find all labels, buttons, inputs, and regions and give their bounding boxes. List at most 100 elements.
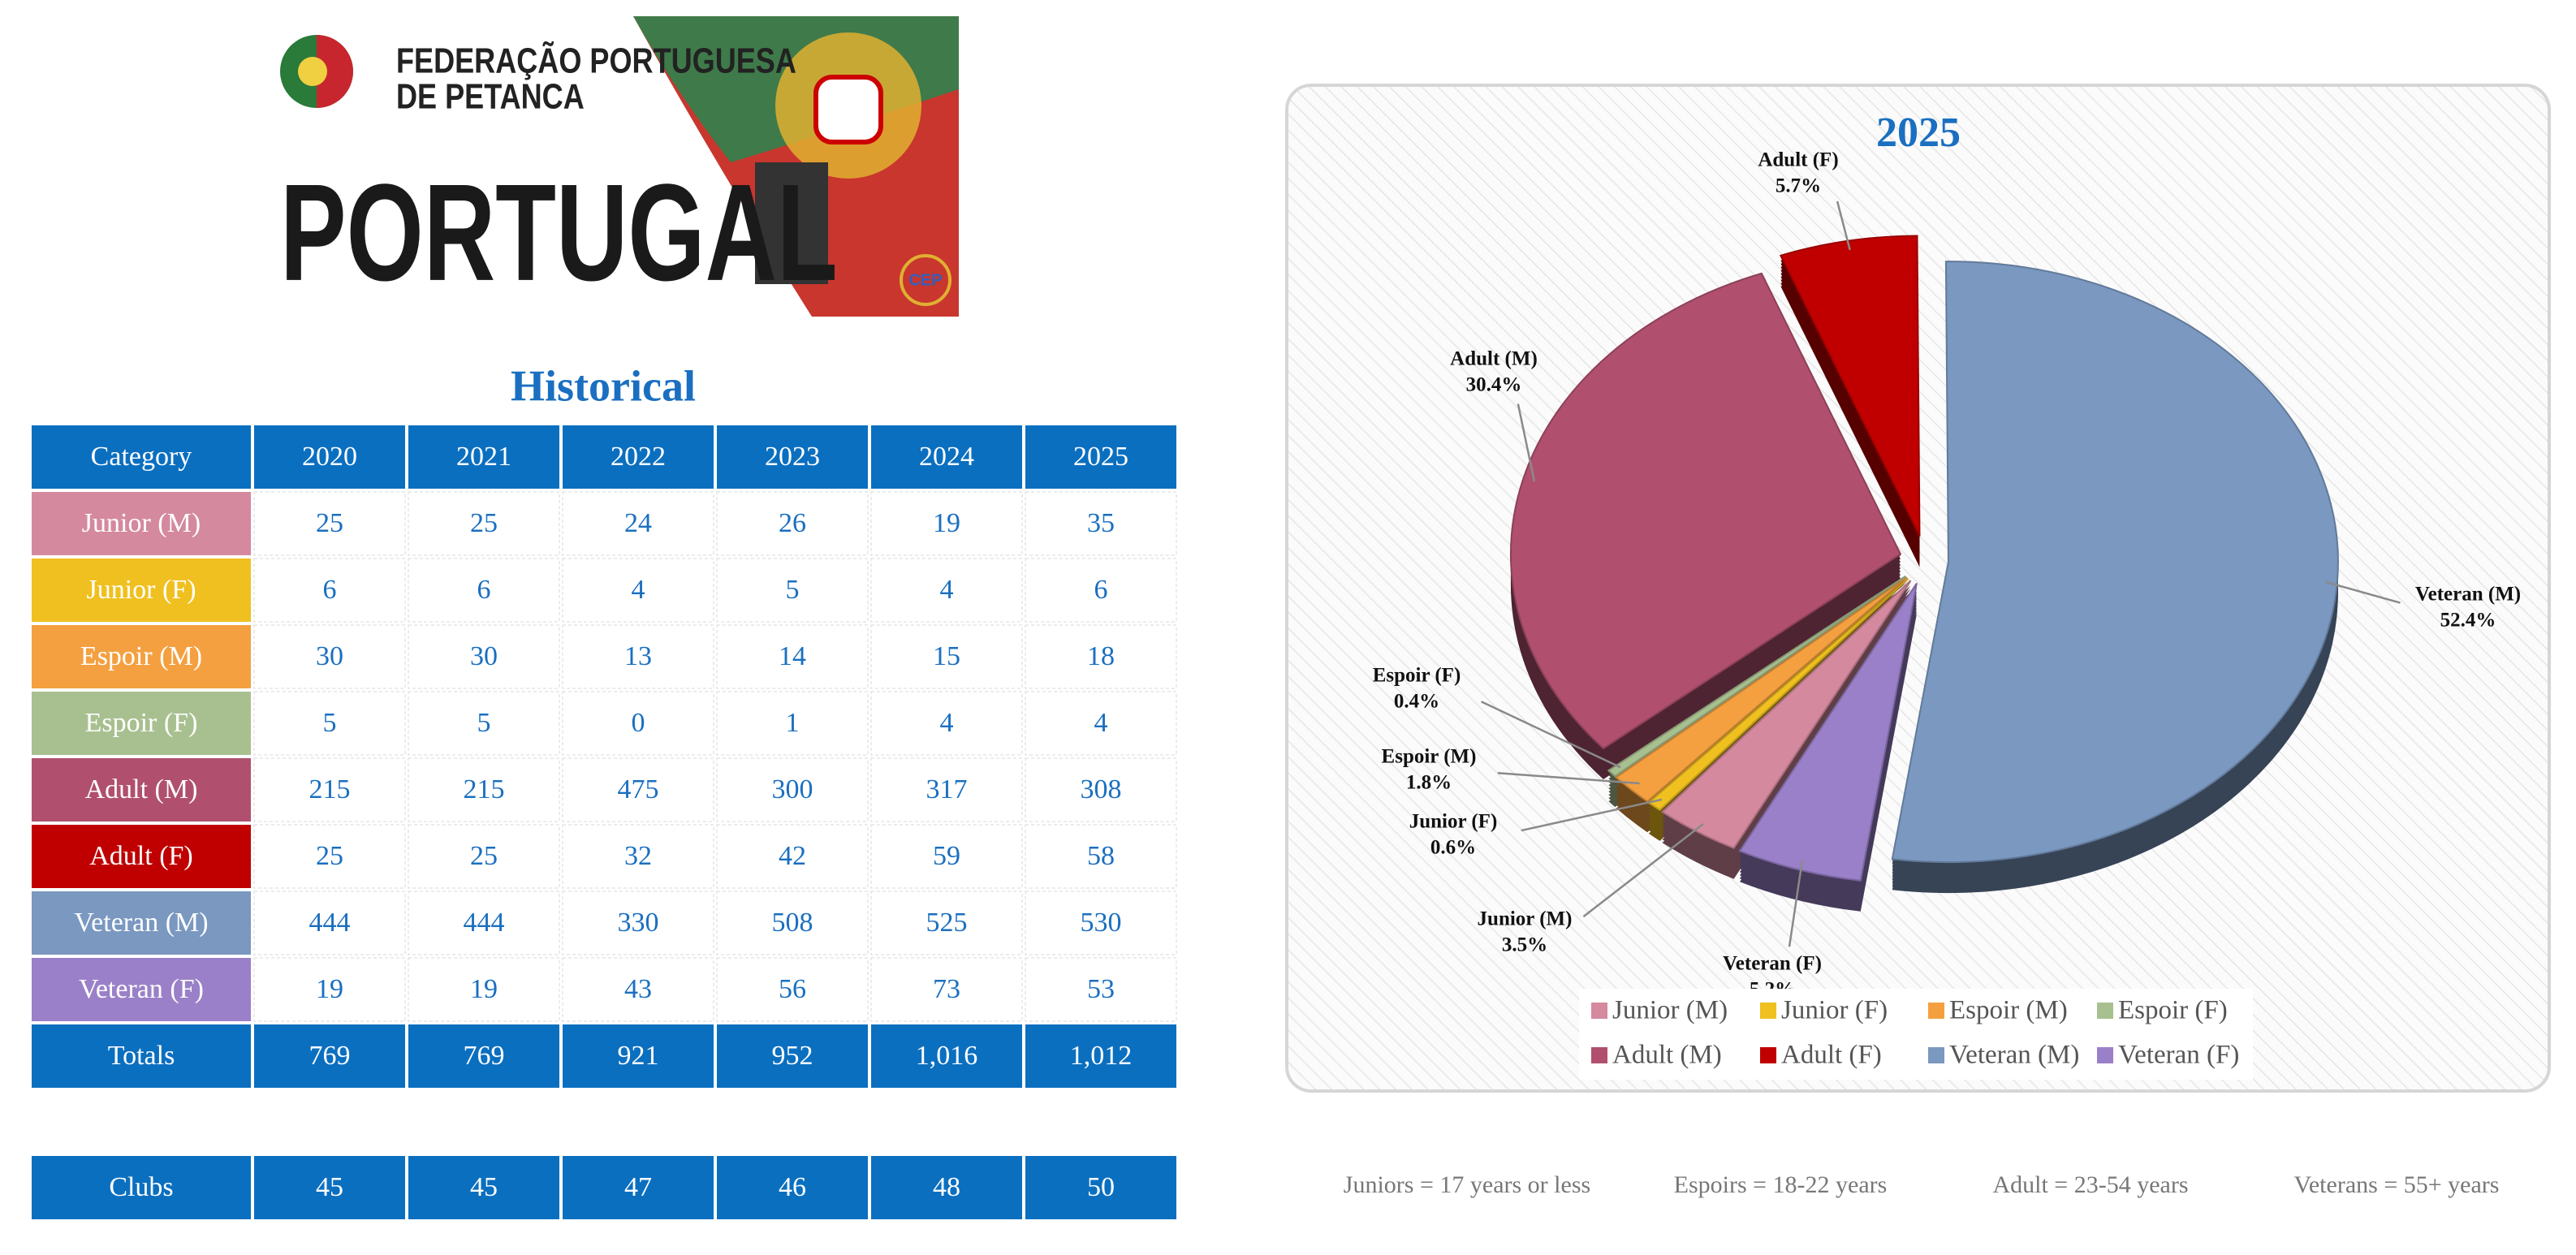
table-cell — [563, 1156, 714, 1219]
table-cell-text: 18 — [1087, 641, 1115, 671]
table-cell-text: 50 — [1087, 1172, 1115, 1202]
table-cell-text: Clubs — [109, 1172, 173, 1202]
table-cell — [870, 491, 1023, 556]
leader-line — [1517, 403, 1536, 482]
table-cell-text: 952 — [772, 1041, 813, 1071]
table-cell — [1025, 624, 1177, 689]
legend-label: Junior (M) — [1612, 996, 1728, 1025]
table-cell — [408, 691, 560, 756]
table-cell-text: 769 — [464, 1041, 505, 1071]
org-name: DE PETANCA — [396, 76, 585, 116]
legend-swatch — [1760, 1047, 1776, 1063]
table-cell-text: Junior (M) — [82, 508, 201, 538]
table-cell — [32, 891, 251, 955]
table-cell — [717, 1024, 868, 1088]
table-cell-text: 6 — [323, 575, 337, 605]
country: PORTUGAL — [280, 156, 838, 309]
data-label-value: 1.8% — [1406, 772, 1452, 794]
chart-title: 2025 — [1876, 110, 1961, 156]
table-cell — [32, 758, 251, 822]
data-label-value: 3.5% — [1502, 934, 1547, 956]
slice — [1738, 583, 1918, 882]
table-cell — [1025, 691, 1177, 756]
slice — [1509, 272, 1902, 750]
table-cell — [253, 957, 406, 1022]
table-cell-text: 4 — [940, 708, 954, 738]
data-label-value: 0.6% — [1430, 837, 1476, 859]
data-label-name: Veteran (M) — [2415, 584, 2521, 606]
table-cell-text: 5 — [323, 708, 337, 738]
table-cell — [716, 957, 869, 1022]
table-cell — [1025, 1024, 1176, 1088]
table-cell-text: 24 — [624, 508, 652, 538]
table-cell-text: 215 — [464, 774, 505, 804]
data-label-name: Espoir (F) — [1373, 665, 1461, 687]
table-cell — [32, 1156, 251, 1219]
table-cell-text: 4 — [632, 575, 645, 605]
table-cell-text: 525 — [926, 908, 968, 938]
table-cell — [716, 757, 869, 822]
badge — [900, 254, 951, 306]
table-cell — [408, 891, 560, 955]
table-cell — [408, 558, 560, 623]
table-cell — [32, 958, 251, 1021]
table-cell-text: 19 — [316, 974, 343, 1004]
table-cell — [871, 1024, 1022, 1088]
table-cell-text: 35 — [1087, 508, 1115, 538]
table-cell — [408, 624, 560, 689]
table-cell-text: 444 — [464, 908, 505, 938]
table-cell — [1025, 1156, 1176, 1219]
org-name: FEDERAÇÃO PORTUGUESA — [396, 40, 796, 80]
table-cell — [253, 891, 406, 955]
table-cell — [408, 1024, 559, 1088]
slice — [1607, 575, 1906, 778]
table-cell-text: Espoir (F) — [85, 708, 198, 738]
table-cell — [562, 891, 714, 955]
table-cell — [716, 824, 869, 889]
data-label-name: Veteran (F) — [1723, 953, 1822, 975]
table-cell-text: 475 — [618, 774, 659, 804]
data-label-name: Espoir (M) — [1382, 746, 1477, 768]
table-cell — [871, 425, 1022, 489]
table-cell — [408, 491, 560, 556]
table-cell — [870, 558, 1023, 623]
note: Veterans = 55+ years — [2294, 1171, 2500, 1198]
table-cell — [1025, 957, 1177, 1022]
table-cell-text: 14 — [779, 641, 806, 671]
table-cell — [408, 957, 560, 1022]
data-label-name: Junior (F) — [1409, 811, 1498, 833]
slice — [1615, 576, 1908, 803]
data-label-value: 52.4% — [2440, 610, 2496, 632]
data-label-value: 30.4% — [1466, 374, 1522, 396]
table-cell — [716, 691, 869, 756]
table-cell — [1025, 891, 1177, 955]
leader-line — [1836, 201, 1851, 251]
table-cell-text: 2022 — [611, 442, 666, 472]
table-cell — [32, 492, 251, 555]
table-cell-text: 1 — [786, 708, 800, 738]
table-cell — [870, 957, 1023, 1022]
leader-line — [2325, 580, 2401, 604]
table-cell — [717, 1156, 868, 1219]
table-cell — [562, 624, 714, 689]
table-cell — [32, 1024, 251, 1088]
table-cell-text: 4 — [1094, 708, 1108, 738]
note: Juniors = 17 years or less — [1344, 1171, 1590, 1198]
table-cell — [32, 825, 251, 888]
table-cell — [32, 558, 251, 622]
table-cell-text: 58 — [1087, 841, 1115, 871]
table-cell-text: 56 — [779, 974, 806, 1004]
table-cell — [408, 1156, 559, 1219]
table-cell-text: 2020 — [302, 442, 357, 472]
table-cell — [408, 757, 560, 822]
table-cell — [716, 558, 869, 623]
legend-label: Adult (F) — [1781, 1041, 1882, 1070]
leader-line — [1582, 823, 1704, 918]
table-cell — [563, 425, 714, 489]
note: Adult = 23-54 years — [1992, 1171, 2188, 1198]
table-cell-text: 300 — [772, 774, 813, 804]
table-cell — [562, 558, 714, 623]
table-cell-text: 308 — [1081, 774, 1122, 804]
table-cell — [870, 824, 1023, 889]
